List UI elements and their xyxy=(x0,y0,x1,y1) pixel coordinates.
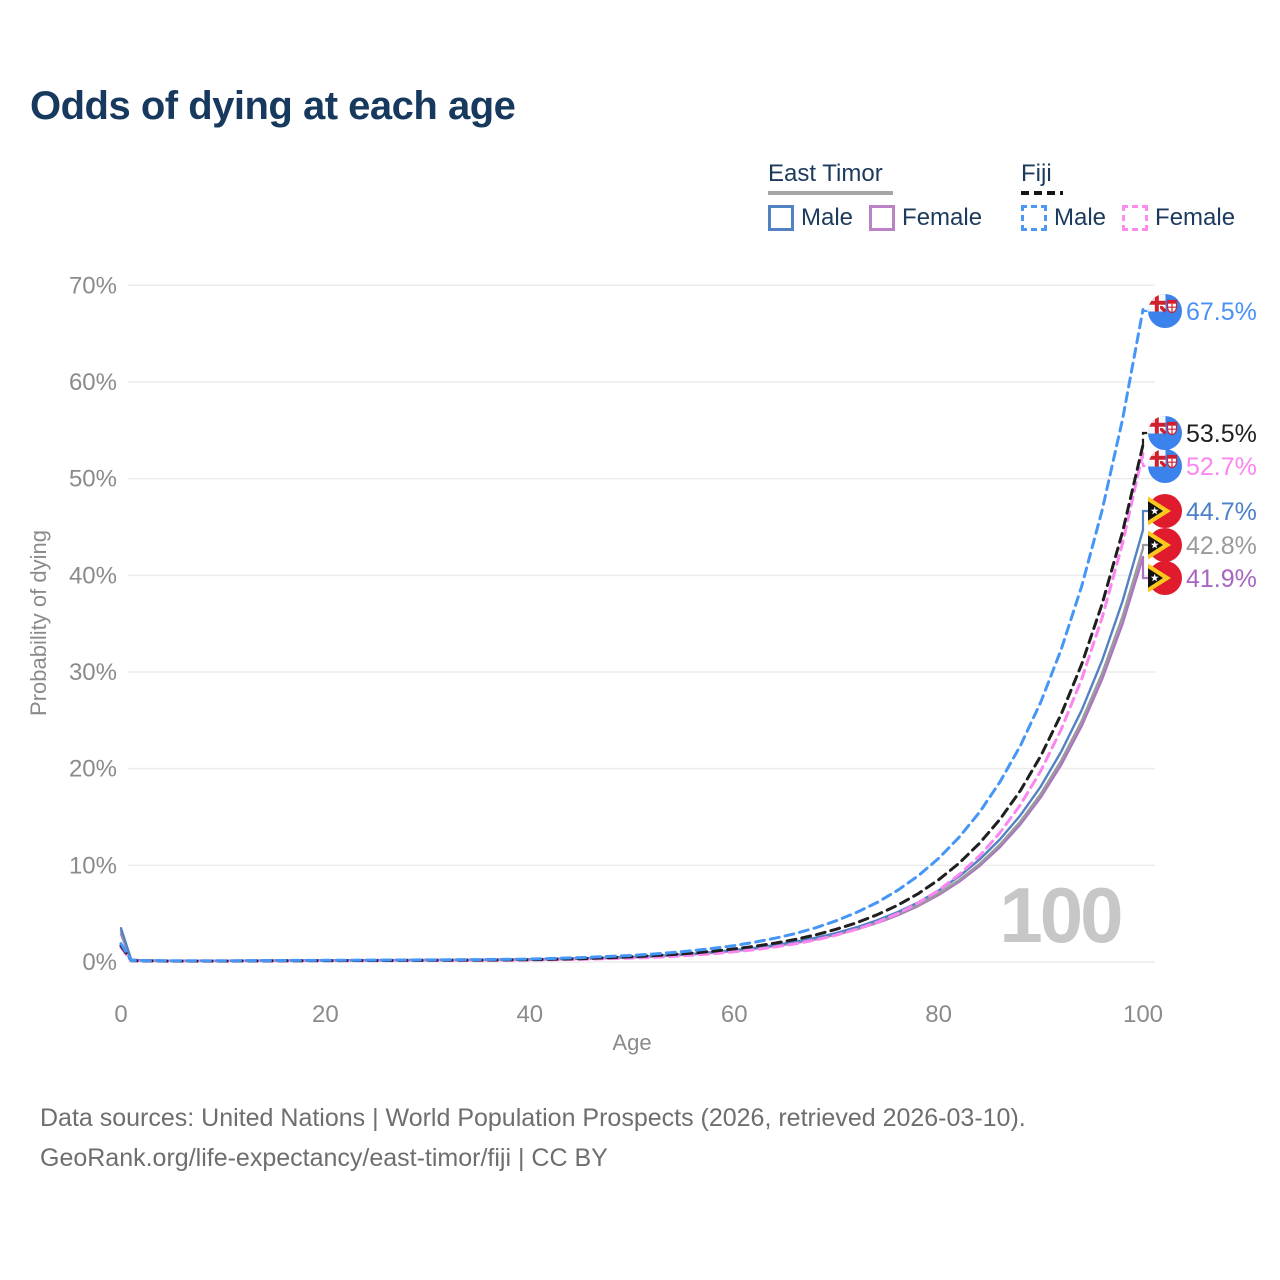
x-tick-label: 0 xyxy=(114,1001,127,1028)
legend-group-east-timor: East Timor Male Female xyxy=(768,160,998,232)
mortality-line-chart: 0%10%20%30%40%50%60%70%0 20 40 60 80 100 100 … xyxy=(26,272,1257,1055)
y-tick-label: 70% xyxy=(69,272,117,299)
legend-country-fiji: Fiji xyxy=(1021,160,1052,187)
x-tick-label: 60 xyxy=(721,1001,748,1028)
leader-line-east-timor-female xyxy=(1141,557,1148,580)
fiji-female-swatch xyxy=(1122,205,1149,231)
x-tick-label: 80 xyxy=(925,1001,952,1028)
end-value-label-east-timor-female: 41.9% xyxy=(1186,565,1257,593)
legend-label: Male xyxy=(801,204,854,231)
legend-items-fiji: Male Female xyxy=(1021,204,1251,232)
y-tick-label: 20% xyxy=(69,756,117,783)
east-timor-flag-icon xyxy=(1148,528,1182,562)
y-tick-label: 10% xyxy=(69,852,117,879)
legend-item-east-timor-female[interactable]: Female xyxy=(869,204,982,232)
legend-label: Female xyxy=(902,204,983,231)
east-timor-female-swatch xyxy=(869,205,896,231)
series-line-east-timor-female xyxy=(119,555,1145,963)
page-title: Odds of dying at each age xyxy=(30,84,516,128)
legend-group-fiji: Fiji Male Female xyxy=(1021,160,1251,232)
y-axis-title: Probability of dying xyxy=(26,530,51,716)
age-watermark: 100 xyxy=(999,871,1121,959)
legend-country-east-timor: East Timor xyxy=(768,160,883,187)
legend-label: Female xyxy=(1155,204,1236,231)
fiji-flag-icon xyxy=(1148,449,1182,483)
y-tick-label: 40% xyxy=(69,562,117,589)
east-timor-flag-icon xyxy=(1148,561,1182,595)
end-value-label-fiji-both: 53.5% xyxy=(1186,420,1257,448)
series-line-fiji-both xyxy=(119,443,1145,963)
y-tick-label: 0% xyxy=(82,949,117,976)
x-tick-label: 20 xyxy=(312,1001,339,1028)
attribution-line: GeoRank.org/life-expectancy/east-timor/f… xyxy=(40,1144,608,1172)
leader-line-east-timor-male xyxy=(1141,509,1148,530)
source-footer: Data sources: United Nations | World Pop… xyxy=(40,1098,1026,1178)
y-tick-label: 60% xyxy=(69,369,117,396)
fiji-flag-icon xyxy=(1148,416,1182,450)
end-value-label-east-timor-male: 44.7% xyxy=(1186,498,1257,526)
end-value-label-fiji-male: 67.5% xyxy=(1186,298,1257,326)
x-tick-label: 40 xyxy=(516,1001,543,1028)
y-tick-label: 50% xyxy=(69,466,117,493)
x-tick-label: 100 xyxy=(1123,1001,1163,1028)
east-timor-line-style-swatch xyxy=(768,191,893,195)
leader-line-east-timor-both xyxy=(1141,543,1148,549)
series-line-fiji-female xyxy=(119,451,1145,963)
x-axis-title: Age xyxy=(612,1030,651,1055)
legend-item-east-timor-male[interactable]: Male xyxy=(768,204,853,232)
fiji-line-style-swatch xyxy=(1021,191,1063,195)
series-line-east-timor-male xyxy=(119,528,1145,962)
leader-line-fiji-male xyxy=(1141,309,1148,313)
fiji-male-swatch xyxy=(1021,205,1047,231)
legend-label: Male xyxy=(1054,204,1107,231)
data-sources-line: Data sources: United Nations | World Pop… xyxy=(40,1104,1026,1132)
legend-item-fiji-male[interactable]: Male xyxy=(1021,204,1106,232)
y-tick-label: 30% xyxy=(69,659,117,686)
east-timor-flag-icon xyxy=(1148,494,1182,528)
legend-item-fiji-female[interactable]: Female xyxy=(1122,204,1235,232)
fiji-flag-icon xyxy=(1148,294,1182,328)
end-value-label-fiji-female: 52.7% xyxy=(1186,453,1257,481)
east-timor-male-swatch xyxy=(768,205,794,231)
series-line-east-timor-both xyxy=(119,547,1145,962)
end-value-label-east-timor-both: 42.8% xyxy=(1186,532,1257,560)
legend-items-east-timor: Male Female xyxy=(768,204,998,232)
leader-line-fiji-female xyxy=(1141,452,1148,468)
series-line-fiji-male xyxy=(119,308,1145,963)
leader-line-fiji-both xyxy=(1141,431,1148,445)
